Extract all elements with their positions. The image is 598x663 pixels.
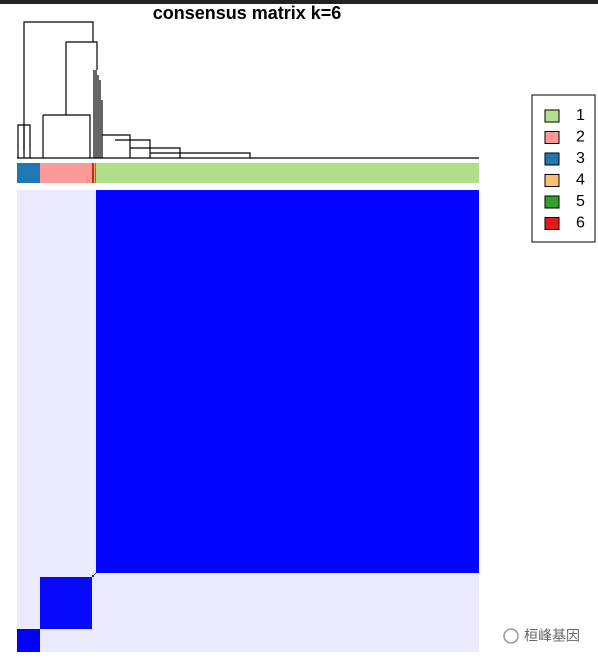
legend-label: 2 bbox=[576, 129, 585, 146]
background-cell bbox=[96, 574, 479, 575]
background-cell bbox=[95, 575, 96, 577]
background-cell bbox=[95, 577, 96, 629]
legend-swatch bbox=[544, 174, 560, 187]
consensus-block bbox=[17, 629, 40, 652]
background-cell bbox=[92, 573, 94, 574]
background-cell bbox=[17, 190, 40, 573]
background-cell bbox=[96, 575, 479, 577]
consensus-block bbox=[40, 577, 92, 629]
background-cell bbox=[17, 573, 40, 574]
background-cell bbox=[92, 629, 94, 652]
legend-label: 4 bbox=[576, 172, 585, 189]
annotation-segment bbox=[95, 163, 96, 183]
annotation-segment bbox=[17, 163, 40, 183]
consensus-block bbox=[96, 190, 479, 573]
annotation-segment bbox=[40, 163, 92, 183]
legend: 1 2 3 4 5 6 bbox=[544, 107, 585, 232]
background-cell bbox=[94, 573, 95, 574]
dendrogram bbox=[17, 21, 479, 159]
legend-label: 5 bbox=[576, 193, 585, 210]
matrix bbox=[17, 190, 479, 652]
legend-swatch bbox=[544, 152, 560, 166]
annotation-segment bbox=[94, 163, 95, 183]
background-cell bbox=[96, 577, 479, 629]
background-cell bbox=[40, 575, 92, 577]
background-cell bbox=[92, 190, 94, 573]
legend-label: 3 bbox=[576, 150, 585, 167]
legend-swatch bbox=[544, 109, 560, 123]
legend-box bbox=[531, 94, 596, 243]
annotation-bar bbox=[17, 163, 479, 183]
annotation-segment bbox=[92, 163, 94, 183]
background-cell bbox=[94, 577, 95, 629]
background-cell bbox=[95, 574, 96, 575]
consensus-block bbox=[94, 574, 95, 575]
watermark: 桓峰基因 bbox=[503, 628, 580, 644]
legend-swatch bbox=[544, 195, 560, 209]
top-strip bbox=[0, 0, 598, 4]
background-cell bbox=[40, 573, 92, 574]
legend-label: 1 bbox=[576, 107, 585, 124]
background-cell bbox=[95, 629, 96, 652]
legend-swatch bbox=[544, 131, 560, 144]
background-cell bbox=[40, 574, 92, 575]
legend-swatch bbox=[544, 217, 560, 230]
background-cell bbox=[95, 190, 96, 573]
background-cell bbox=[92, 577, 94, 629]
background-cell bbox=[17, 574, 40, 575]
background-cell bbox=[96, 573, 479, 574]
legend-label: 6 bbox=[576, 215, 585, 232]
watermark-text: 桓峰基因 bbox=[524, 628, 580, 644]
background-cell bbox=[94, 629, 95, 652]
chart-title: consensus matrix k=6 bbox=[153, 3, 342, 23]
background-cell bbox=[40, 190, 92, 573]
background-cell bbox=[92, 574, 94, 575]
annotation-segment bbox=[96, 163, 479, 183]
background-cell bbox=[17, 575, 40, 577]
watermark-icon bbox=[503, 628, 519, 644]
background-cell bbox=[96, 629, 479, 652]
background-cell bbox=[94, 190, 95, 573]
background-cell bbox=[17, 577, 40, 629]
background-cell bbox=[94, 575, 95, 577]
background-cell bbox=[40, 629, 92, 652]
consensus-block bbox=[92, 575, 94, 577]
consensus-block bbox=[95, 573, 96, 574]
